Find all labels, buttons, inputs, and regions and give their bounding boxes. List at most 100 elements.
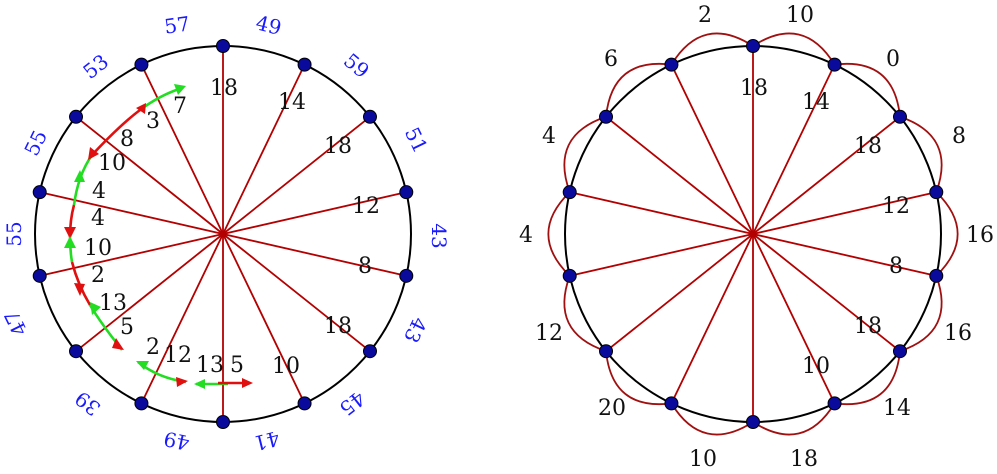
outer-label: 43 [399, 313, 432, 346]
outer-label: 4 [542, 124, 556, 149]
red-arrowhead-1 [136, 103, 146, 114]
left-spoke-number: 18 [324, 314, 352, 339]
right-spoke [569, 233, 754, 277]
outer-label: 8 [952, 124, 966, 149]
arrow-number: 7 [173, 94, 187, 119]
left-node [297, 57, 312, 72]
right-spoke-number: 18 [854, 134, 882, 159]
arrow-number: 4 [91, 206, 105, 231]
right-node [892, 344, 907, 359]
right-spoke-number: 10 [802, 354, 830, 379]
red-arrowhead-3 [74, 283, 85, 296]
outer-label: 18 [790, 447, 818, 472]
outer-label: 53 [78, 49, 113, 84]
outer-label: 49 [162, 426, 192, 455]
left-node [297, 396, 312, 411]
right-node [562, 185, 577, 200]
right-spokes [569, 46, 937, 422]
left-spoke-number: 10 [272, 354, 300, 379]
left-spoke [222, 233, 407, 277]
outer-label: 0 [886, 47, 900, 72]
arrow-number: 10 [98, 151, 126, 176]
left-node [69, 109, 84, 124]
right-spoke-number: 8 [889, 254, 903, 279]
red-arrowhead-4 [112, 338, 124, 350]
left-node [134, 396, 149, 411]
left-spoke-number: 12 [352, 194, 380, 219]
left-node [216, 39, 230, 53]
right-spoke [752, 233, 937, 277]
left-spoke [140, 64, 224, 235]
right-spoke [605, 116, 754, 235]
right-spoke [605, 233, 754, 352]
left-node [32, 185, 47, 200]
right-nodes [562, 39, 944, 429]
left-node [362, 109, 377, 124]
right-spoke [752, 116, 901, 235]
left-spoke [39, 191, 224, 235]
red-arrowhead-2 [64, 227, 76, 239]
right-spoke [752, 233, 836, 404]
left-spoke-number: 18 [210, 76, 238, 101]
outer-label: 10 [786, 3, 814, 28]
outer-label: 14 [883, 396, 911, 421]
loop-arc [752, 402, 836, 436]
outer-label: 59 [339, 48, 374, 83]
outer-label: 51 [400, 123, 433, 156]
left-arrow-numbers: 7 3 8 10 4 4 10 2 13 5 2 12 13 5 [84, 94, 244, 378]
left-spoke [75, 116, 224, 235]
right-spoke [670, 64, 754, 235]
loop-arc [670, 32, 754, 66]
outer-label: 6 [604, 47, 618, 72]
red-arrow-1 [91, 108, 141, 156]
loop-arc [899, 115, 943, 193]
right-spoke [670, 233, 754, 404]
right-spoke-numbers: 18 14 18 12 8 18 10 [740, 76, 910, 379]
outer-label: 16 [966, 223, 994, 248]
arrow-number: 3 [146, 109, 160, 134]
right-node [827, 396, 842, 411]
right-node [562, 268, 577, 283]
right-node [664, 396, 679, 411]
outer-label: 55 [19, 126, 52, 159]
left-spoke [222, 233, 306, 404]
loop-arc [752, 32, 836, 66]
outer-label: 57 [163, 11, 192, 38]
right-node [746, 39, 760, 53]
right-diagram: 18 14 18 12 8 18 10 2 10 0 8 16 16 14 18… [519, 3, 994, 472]
arrow-number: 5 [120, 315, 134, 340]
outer-label: 55 [2, 221, 26, 246]
right-spoke [752, 233, 901, 352]
loop-arc [605, 62, 672, 117]
loop-arc [834, 62, 901, 117]
green-arrowhead-3 [64, 236, 76, 248]
right-outer-labels: 2 10 0 8 16 16 14 18 10 20 12 4 4 6 [519, 3, 994, 472]
left-node [362, 344, 377, 359]
red-arrowhead-1b [88, 147, 99, 160]
loop-arc [670, 402, 754, 436]
right-node [664, 57, 679, 72]
outer-label: 43 [427, 223, 451, 248]
left-node [399, 185, 414, 200]
green-arrowhead-6 [194, 379, 205, 389]
loop-arc [899, 275, 943, 353]
left-node [399, 268, 414, 283]
arrow-number: 2 [146, 335, 160, 360]
right-spoke-number: 14 [802, 90, 830, 115]
green-arrowhead-1 [174, 84, 186, 95]
outer-label: 49 [253, 10, 284, 39]
outer-label: 45 [335, 386, 370, 421]
loop-arc [834, 351, 901, 406]
left-spoke [39, 233, 224, 277]
left-spoke [222, 191, 407, 235]
outer-label: 20 [598, 396, 626, 421]
green-arrowhead-2 [74, 170, 85, 182]
left-node [69, 344, 84, 359]
left-spoke-number: 8 [358, 254, 372, 279]
arrow-number: 5 [230, 353, 244, 378]
arrow-number: 10 [84, 236, 112, 261]
loop-arc [547, 191, 571, 277]
left-spoke [222, 116, 371, 235]
left-spoke [140, 233, 224, 404]
outer-label: 39 [70, 386, 105, 421]
